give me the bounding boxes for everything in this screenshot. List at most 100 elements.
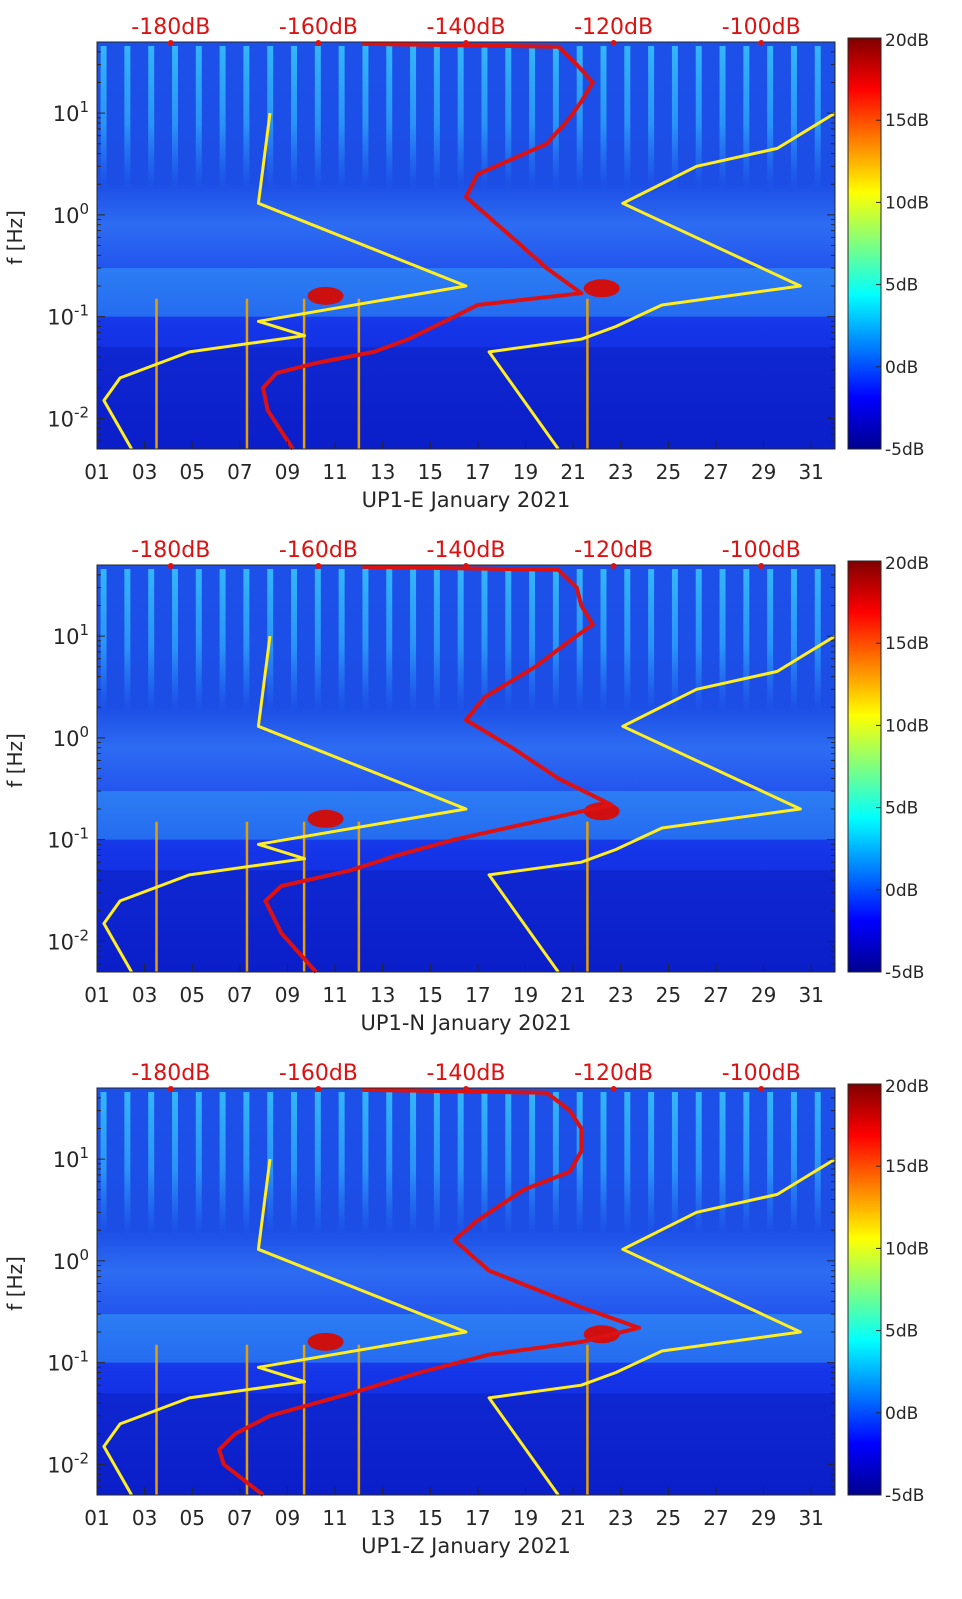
daily-noise-stripe — [410, 46, 417, 189]
x-tick-label: 01 — [84, 460, 109, 484]
daily-noise-stripe — [410, 1092, 417, 1235]
x-tick-label: 11 — [322, 460, 347, 484]
top-axis-label: -160dB — [279, 15, 358, 40]
daily-noise-stripe — [648, 46, 655, 189]
daily-noise-stripe — [648, 1092, 655, 1235]
x-tick-label: 07 — [227, 1506, 252, 1530]
daily-noise-stripe — [100, 1092, 107, 1235]
top-axis-tick — [315, 40, 322, 46]
x-tick-label: 23 — [608, 460, 633, 484]
daily-noise-stripe — [243, 1092, 250, 1235]
x-tick-label: 09 — [275, 983, 300, 1007]
colorbar-tick-label: -5dB — [885, 1486, 924, 1506]
x-tick-label: 19 — [513, 460, 538, 484]
x-tick-label: 17 — [465, 1506, 490, 1530]
daily-noise-stripe — [529, 569, 536, 712]
top-axis-label: -180dB — [131, 538, 210, 563]
x-tick-label: 25 — [656, 1506, 681, 1530]
daily-noise-stripe — [386, 46, 393, 189]
daily-noise-stripe — [314, 46, 321, 189]
x-axis-label: UP1-Z January 2021 — [361, 1534, 571, 1558]
y-tick-label: 101 — [53, 1144, 89, 1172]
y-axis-label: f [Hz] — [3, 733, 27, 788]
daily-noise-stripe — [457, 1092, 464, 1235]
panel-2: 10-2 10-1 100 101 f [Hz] 01 03 05 07 09 11 13 15 17 19… — [3, 1061, 929, 1558]
daily-noise-stripe — [171, 1092, 178, 1235]
daily-noise-stripe — [481, 46, 488, 189]
microseism-band — [97, 1314, 835, 1363]
x-tick-label: 21 — [560, 460, 585, 484]
daily-noise-stripe — [457, 569, 464, 712]
y-tick-label: 100 — [53, 1246, 89, 1274]
x-tick-label: 01 — [84, 983, 109, 1007]
x-tick-label: 27 — [703, 983, 728, 1007]
daily-noise-stripe — [624, 46, 631, 189]
top-axis-label: -120dB — [574, 538, 653, 563]
daily-noise-stripe — [743, 46, 750, 189]
daily-noise-stripe — [148, 46, 155, 189]
x-tick-label: 09 — [275, 1506, 300, 1530]
daily-noise-stripe — [790, 569, 797, 712]
daily-noise-stripe — [410, 569, 417, 712]
noise-model-line — [487, 634, 836, 973]
top-axis-tick — [463, 563, 469, 569]
daily-noise-stripe — [124, 569, 131, 712]
top-axis-tick — [463, 1086, 469, 1092]
colorbar-tick-label: 0dB — [885, 358, 918, 378]
x-tick-label: 15 — [418, 460, 443, 484]
colorbar-tick-label: 15dB — [885, 111, 929, 131]
x-tick-label: 17 — [465, 460, 490, 484]
x-tick-label: 17 — [465, 983, 490, 1007]
daily-noise-stripe — [814, 46, 821, 189]
daily-noise-stripe — [338, 1092, 345, 1235]
daily-noise-stripe — [505, 1092, 512, 1235]
x-tick-label: 23 — [608, 1506, 633, 1530]
x-tick-label: 07 — [227, 460, 252, 484]
colorbar — [847, 1083, 882, 1496]
top-axis-label: -140dB — [427, 538, 506, 563]
daily-noise-stripe — [505, 569, 512, 712]
colorbar-tick-label: 5dB — [885, 276, 918, 296]
top-axis-tick — [167, 40, 174, 46]
top-axis-label: -160dB — [279, 1061, 358, 1086]
daily-noise-stripe — [219, 1092, 226, 1235]
daily-noise-stripe — [624, 569, 631, 712]
daily-noise-stripe — [124, 1092, 131, 1235]
daily-noise-stripe — [195, 46, 202, 189]
daily-noise-stripe — [338, 569, 345, 712]
y-axis-label: f [Hz] — [3, 1256, 27, 1311]
x-tick-label: 23 — [608, 983, 633, 1007]
x-tick-label: 03 — [132, 1506, 157, 1530]
daily-noise-stripe — [457, 46, 464, 189]
colorbar-tick-label: 10dB — [885, 1239, 929, 1259]
top-axis-label: -120dB — [574, 1061, 653, 1086]
x-tick-label: 19 — [513, 1506, 538, 1530]
daily-noise-stripe — [790, 1092, 797, 1235]
x-tick-label: 25 — [656, 460, 681, 484]
noise-model-line — [102, 635, 468, 973]
daily-noise-stripe — [362, 46, 369, 189]
x-tick-label: 31 — [798, 460, 823, 484]
daily-noise-stripe — [100, 46, 107, 189]
x-axis-label: UP1-E January 2021 — [362, 488, 571, 512]
x-tick-label: 03 — [132, 983, 157, 1007]
top-axis-tick — [167, 563, 174, 569]
x-tick-label: 27 — [703, 1506, 728, 1530]
daily-noise-stripe — [719, 46, 726, 189]
daily-noise-stripe — [695, 569, 702, 712]
daily-noise-stripe — [529, 46, 536, 189]
daily-noise-stripe — [767, 46, 774, 189]
x-tick-label: 11 — [322, 1506, 347, 1530]
y-tick-label: 10-1 — [47, 825, 89, 853]
daily-noise-stripe — [767, 1092, 774, 1235]
daily-noise-stripe — [433, 569, 440, 712]
daily-noise-stripe — [291, 46, 298, 189]
x-tick-label: 09 — [275, 460, 300, 484]
daily-noise-stripe — [600, 1092, 607, 1235]
colorbar-tick-label: 10dB — [885, 716, 929, 736]
daily-noise-stripe — [386, 569, 393, 712]
daily-noise-stripe — [243, 46, 250, 189]
colorbar-tick-label: 0dB — [885, 1404, 918, 1424]
x-tick-label: 01 — [84, 1506, 109, 1530]
daily-noise-stripe — [505, 46, 512, 189]
